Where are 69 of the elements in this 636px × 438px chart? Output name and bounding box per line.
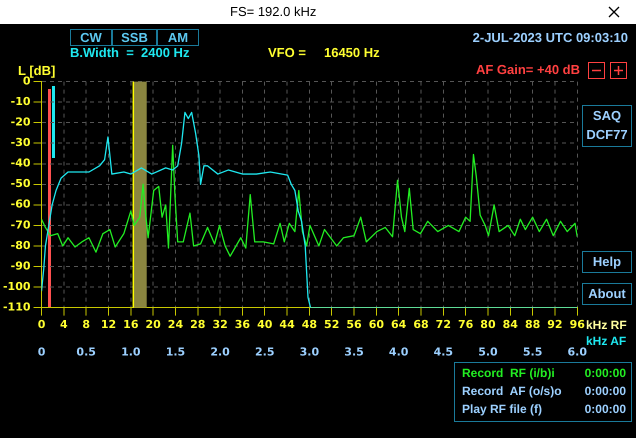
x-tick-label: 92 xyxy=(547,318,563,332)
x2-axis-title: kHz AF xyxy=(586,334,626,348)
x-tick-label: 64 xyxy=(391,318,407,332)
y-tick-label: -20 xyxy=(10,116,31,129)
x2-tick-label: 1.5 xyxy=(166,345,186,358)
y-tick-label: -10 xyxy=(10,95,31,108)
text: SAQ DCF77 xyxy=(582,105,632,147)
text: Record AF (o/s)o xyxy=(462,384,562,399)
x-tick-label: 24 xyxy=(168,318,184,332)
x-tick-label: 4 xyxy=(60,318,68,332)
y-tick-label: -50 xyxy=(10,177,31,190)
x-tick-label: 60 xyxy=(368,318,384,332)
x2-tick-label: 4.0 xyxy=(388,345,409,358)
y-tick-label: 0 xyxy=(22,74,31,88)
x-tick-label: 96 xyxy=(570,318,586,332)
text: Help xyxy=(582,251,632,273)
y-tick-label: -100 xyxy=(2,280,31,293)
x-tick-label: 80 xyxy=(480,318,496,332)
text: Play RF file (f) xyxy=(462,402,542,417)
x-tick-label: 12 xyxy=(100,318,116,332)
x2-tick-label: 2.0 xyxy=(210,345,230,358)
x-tick-label: 72 xyxy=(436,318,451,332)
y-tick-label: -90 xyxy=(10,259,31,272)
x-tick-label: 36 xyxy=(234,318,250,332)
text: AM xyxy=(157,29,199,46)
y-tick-label: -60 xyxy=(10,198,31,211)
text: 2-JUL-2023 UTC 09:03:10 xyxy=(472,30,628,45)
x-tick-label: 44 xyxy=(279,318,296,332)
x2-tick-label: 6.0 xyxy=(568,345,588,358)
x-tick-label: 0 xyxy=(38,318,46,332)
text: 0:00:00 xyxy=(584,366,626,381)
x2-tick-label: 5.0 xyxy=(478,345,498,358)
x-tick-label: 40 xyxy=(257,318,273,332)
x2-tick-label: 1.0 xyxy=(121,345,141,358)
y-tick-label: -30 xyxy=(10,136,31,150)
text: B.Width = 2400 Hz xyxy=(70,45,190,60)
x-tick-label: 20 xyxy=(145,318,162,332)
x2-tick-label: 4.5 xyxy=(434,345,454,358)
x2-tick-label: 3.0 xyxy=(300,345,320,358)
x-tick-label: 28 xyxy=(190,318,206,332)
chart-title: FS= 192.0 kHz xyxy=(230,4,316,19)
x-tick-label: 76 xyxy=(458,318,474,332)
text: Record RF (i/b)i xyxy=(462,366,555,381)
x-tick-label: 8 xyxy=(82,318,90,332)
text: CW xyxy=(70,29,112,46)
text: SSB xyxy=(112,29,157,46)
x-tick-label: 56 xyxy=(346,318,362,332)
y-tick-label: -40 xyxy=(10,156,31,170)
x-axis-title: kHz RF xyxy=(586,318,627,332)
text: 0:00:00 xyxy=(584,402,626,417)
text: AF Gain= +40 dB xyxy=(476,62,580,77)
text: VFO = 16450 Hz xyxy=(268,45,380,60)
x-tick-label: 68 xyxy=(413,318,429,332)
x2-tick-label: 0.5 xyxy=(76,345,96,358)
x-tick-label: 16 xyxy=(123,318,139,332)
y-tick-label: -110 xyxy=(2,300,31,314)
x2-tick-label: 3.5 xyxy=(344,345,364,358)
y-tick-label: -70 xyxy=(10,218,31,232)
x-tick-label: 52 xyxy=(324,318,340,332)
x2-tick-label: 0 xyxy=(38,345,46,358)
text: About xyxy=(582,283,632,305)
x-tick-label: 32 xyxy=(212,318,228,332)
x2-tick-label: 2.5 xyxy=(255,345,274,358)
x-tick-label: 88 xyxy=(524,318,540,332)
x2-tick-label: 5.5 xyxy=(522,345,542,358)
x-tick-label: 48 xyxy=(302,318,318,332)
x-tick-label: 84 xyxy=(502,318,518,332)
text: 0:00:00 xyxy=(584,384,626,399)
y-tick-label: -80 xyxy=(10,238,31,252)
